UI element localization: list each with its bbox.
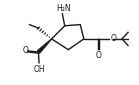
Text: OH: OH xyxy=(33,65,45,74)
Text: O: O xyxy=(22,46,28,55)
Text: H₂N: H₂N xyxy=(56,4,71,13)
Text: O: O xyxy=(95,51,101,60)
Text: O: O xyxy=(111,34,117,43)
Polygon shape xyxy=(37,39,52,53)
